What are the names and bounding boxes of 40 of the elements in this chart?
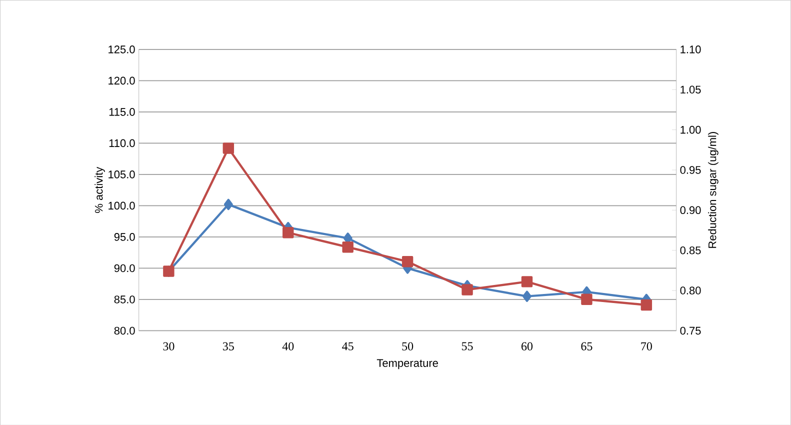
x-tick-label: 60 — [522, 342, 533, 350]
x-axis-title: Temperature — [376, 359, 438, 369]
x-tick-label: 30 — [163, 342, 174, 350]
x-tick-label: 45 — [342, 342, 354, 350]
y-tick-label: 120.0 — [108, 76, 135, 84]
point — [521, 276, 533, 288]
point — [222, 142, 234, 154]
y-tick-label: 100.0 — [108, 202, 135, 210]
y-tick-label: 80.0 — [114, 326, 135, 334]
y-tick-label: 115.0 — [109, 108, 135, 116]
x-tick-label: 50 — [402, 342, 414, 350]
y2-tick-label: 0.80 — [680, 286, 701, 294]
y2-axis-title: Reduction sugar (ug/ml) — [708, 132, 718, 248]
y2-tick-label: 1.00 — [680, 126, 701, 134]
y2-tick-label: 1.05 — [680, 86, 701, 94]
y-tick-label: 85.0 — [114, 295, 135, 304]
y2-tick-label: 1.10 — [680, 45, 701, 54]
x-tick-label: 65 — [581, 342, 592, 350]
point — [581, 294, 592, 305]
point — [640, 299, 652, 310]
y2-tick-label: 0.90 — [680, 206, 701, 214]
y-tick-label: 110.0 — [109, 139, 135, 147]
point — [342, 241, 354, 253]
point — [224, 198, 233, 210]
y2-tick-label: 0.85 — [680, 246, 701, 254]
x-tick-label: 55 — [462, 342, 473, 350]
x-tick-label: 70 — [641, 342, 652, 350]
y-tick-label: 105.0 — [108, 170, 135, 178]
y2-tick-label: 0.95 — [680, 166, 701, 174]
y-tick-label: 95.0 — [114, 232, 135, 241]
point — [522, 290, 532, 302]
point — [462, 284, 473, 296]
y2-tick-label: 0.75 — [680, 326, 701, 334]
y-tick-label: 90.0 — [114, 264, 135, 272]
y-tick-label: 125.0 — [108, 45, 135, 54]
point — [402, 256, 414, 268]
x-tick-label: 40 — [282, 342, 294, 350]
y-axis-title: % activity — [94, 166, 105, 213]
point — [282, 226, 294, 238]
x-tick-label: 35 — [222, 342, 234, 350]
